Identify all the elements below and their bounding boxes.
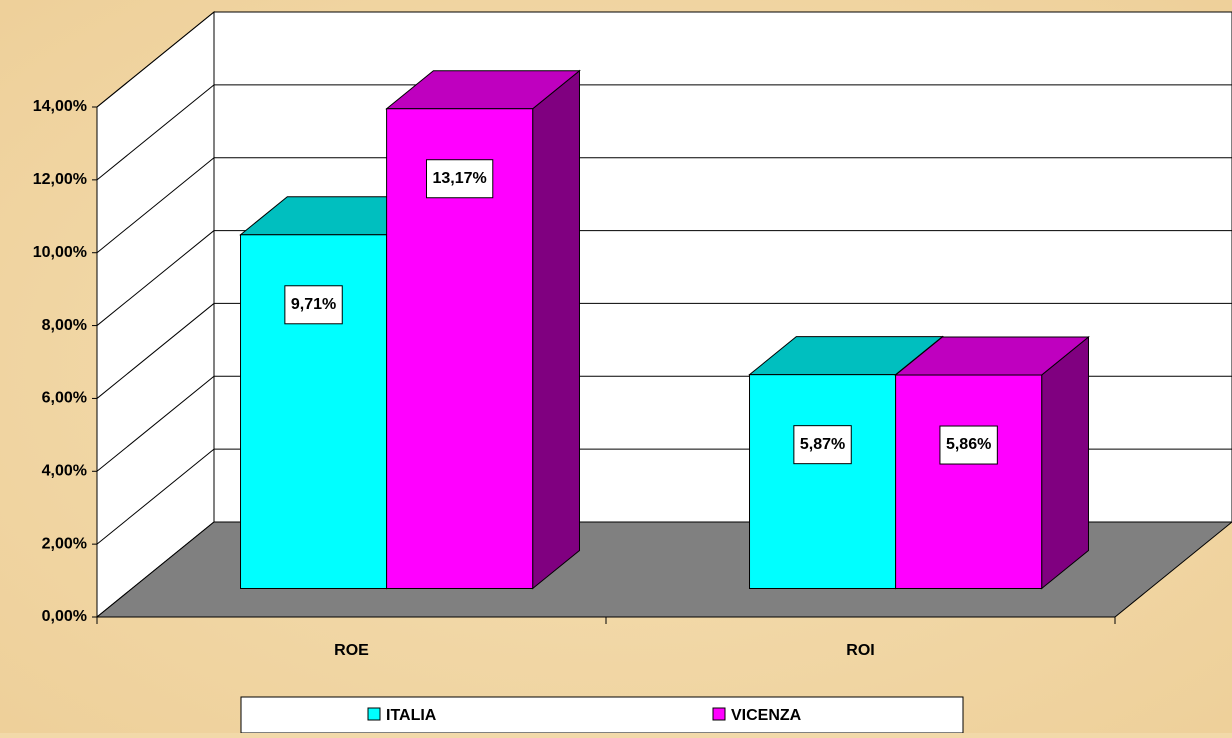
bar xyxy=(749,374,897,589)
value-label: 9,71% xyxy=(291,296,336,313)
bar xyxy=(895,374,1043,589)
grid-line xyxy=(96,11,215,108)
legend-label: ITALIA xyxy=(386,707,437,724)
y-tick-label: 14,00% xyxy=(33,98,87,115)
grid-line xyxy=(96,157,215,254)
grid-line xyxy=(96,230,215,326)
legend-label: VICENZA xyxy=(731,707,802,724)
y-tick-label: 8,00% xyxy=(42,317,87,334)
value-label: 13,17% xyxy=(433,170,487,187)
value-label: 5,86% xyxy=(946,436,991,453)
bar-side xyxy=(1041,335,1089,590)
legend-swatch xyxy=(712,707,726,721)
x-tick-label: ROE xyxy=(334,642,369,659)
y-tick-label: 6,00% xyxy=(42,390,87,407)
value-label-box xyxy=(426,159,494,199)
legend-box xyxy=(240,696,964,734)
y-tick-label: 2,00% xyxy=(42,535,87,552)
grid-line xyxy=(96,448,215,545)
side-wall xyxy=(96,10,215,619)
bar-side xyxy=(532,69,580,590)
y-tick-label: 12,00% xyxy=(33,171,87,188)
grid-line xyxy=(96,303,215,399)
y-tick-label: 4,00% xyxy=(42,463,87,480)
value-label-box xyxy=(793,425,852,465)
value-label-box xyxy=(939,425,998,465)
grid-line xyxy=(96,375,215,472)
legend-swatch xyxy=(367,707,381,721)
grid-line xyxy=(96,84,215,181)
value-label: 5,87% xyxy=(800,436,845,453)
value-label-box xyxy=(284,285,343,325)
y-tick-label: 0,00% xyxy=(42,608,87,625)
x-tick-label: ROI xyxy=(846,642,874,659)
y-tick-label: 10,00% xyxy=(33,244,87,261)
